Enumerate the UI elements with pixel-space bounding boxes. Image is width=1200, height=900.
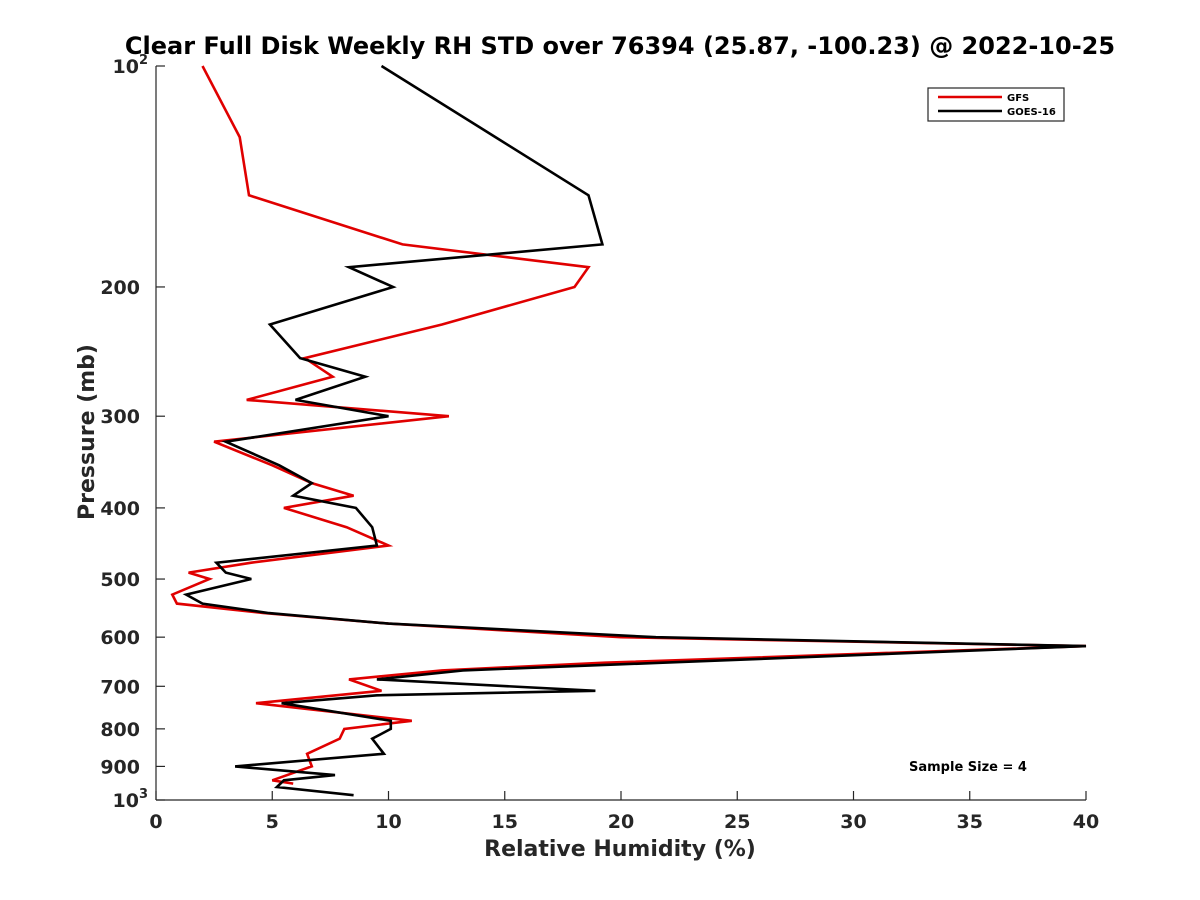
y-tick-label: 102 (113, 53, 149, 78)
plot-area: 0 5 10 15 20 25 30 35 40 102 200 300 400 500 600 700 800… (100, 53, 1099, 833)
legend: GFS GOES-16 (927, 87, 1065, 122)
x-tick-label: 5 (266, 811, 279, 833)
y-tick-label: 500 (100, 569, 140, 591)
x-tick-label: 25 (724, 811, 750, 833)
legend-label: GFS (1007, 93, 1029, 104)
y-tick-label: 200 (100, 277, 140, 299)
legend-label: GOES-16 (1007, 107, 1056, 118)
y-tick-label: 400 (100, 498, 140, 520)
x-axis-label: Relative Humidity (%) (484, 837, 756, 862)
series-line-goes-16 (182, 64, 1087, 797)
x-tick-label: 10 (375, 811, 401, 833)
y-tick-label: 800 (100, 719, 140, 741)
x-tick-label: 15 (492, 811, 518, 833)
y-tick-label: 300 (100, 406, 140, 428)
y-tick-label: 103 (113, 787, 149, 812)
sample-size-annotation: Sample Size = 4 (909, 760, 1027, 775)
x-tick-label: 0 (149, 811, 162, 833)
x-tick-label: 30 (840, 811, 866, 833)
series-line-gfs (170, 65, 1087, 785)
y-axis-label: Pressure (mb) (75, 344, 100, 520)
chart-title: Clear Full Disk Weekly RH STD over 76394… (125, 32, 1115, 60)
x-tick-label: 40 (1073, 811, 1099, 833)
legend-box (927, 87, 1065, 122)
y-tick-label: 600 (100, 627, 140, 649)
y-tick-label: 700 (100, 676, 140, 698)
x-tick-label: 20 (608, 811, 634, 833)
y-tick-label: 900 (100, 756, 140, 778)
x-tick-label: 35 (957, 811, 983, 833)
